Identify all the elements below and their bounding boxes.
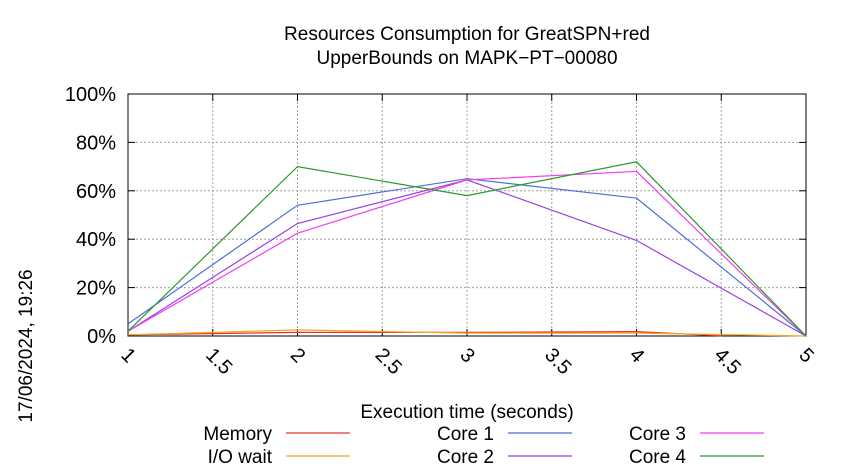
timestamp-label: 17/06/2024, 19:26 xyxy=(16,269,37,422)
series-line-core-1 xyxy=(127,178,807,337)
x-tick-label: 2.5 xyxy=(371,344,406,379)
x-tick-label: 4.5 xyxy=(710,344,745,379)
series-line-core-3 xyxy=(127,170,807,337)
x-tick-label: 2 xyxy=(286,344,309,367)
legend-label: I/O wait xyxy=(208,447,273,468)
x-tick-label: 3.5 xyxy=(540,344,575,379)
legend-label: Core 2 xyxy=(437,447,494,468)
legend-label: Core 1 xyxy=(437,424,494,445)
x-tick-label: 1.5 xyxy=(201,344,236,379)
x-tick-label: 3 xyxy=(455,344,478,367)
y-tick-label: 60% xyxy=(76,181,116,203)
x-axis-label: Execution time (seconds) xyxy=(360,402,573,423)
series-line-core-4 xyxy=(127,161,807,337)
chart-title-line-1: Resources Consumption for GreatSPN+red xyxy=(284,24,650,45)
series-lines xyxy=(127,161,807,337)
legend-label: Core 4 xyxy=(629,447,686,468)
x-tick-label: 5 xyxy=(794,344,817,367)
y-axis: 0% 20% 40% 60% 80% 100% xyxy=(65,84,806,348)
legend-label: Memory xyxy=(203,424,272,445)
legend-label: Core 3 xyxy=(629,424,686,445)
x-tick-label: 4 xyxy=(625,344,648,367)
series-line-i-o-wait xyxy=(127,329,807,337)
y-tick-label: 20% xyxy=(76,278,116,300)
grid xyxy=(128,94,806,336)
chart-title-line-2: UpperBounds on MAPK−PT−00080 xyxy=(316,48,617,69)
x-tick-label: 1 xyxy=(116,344,139,367)
y-tick-label: 40% xyxy=(76,229,116,251)
y-tick-label: 80% xyxy=(76,132,116,154)
y-tick-label: 100% xyxy=(65,84,116,106)
y-tick-label: 0% xyxy=(87,326,116,348)
